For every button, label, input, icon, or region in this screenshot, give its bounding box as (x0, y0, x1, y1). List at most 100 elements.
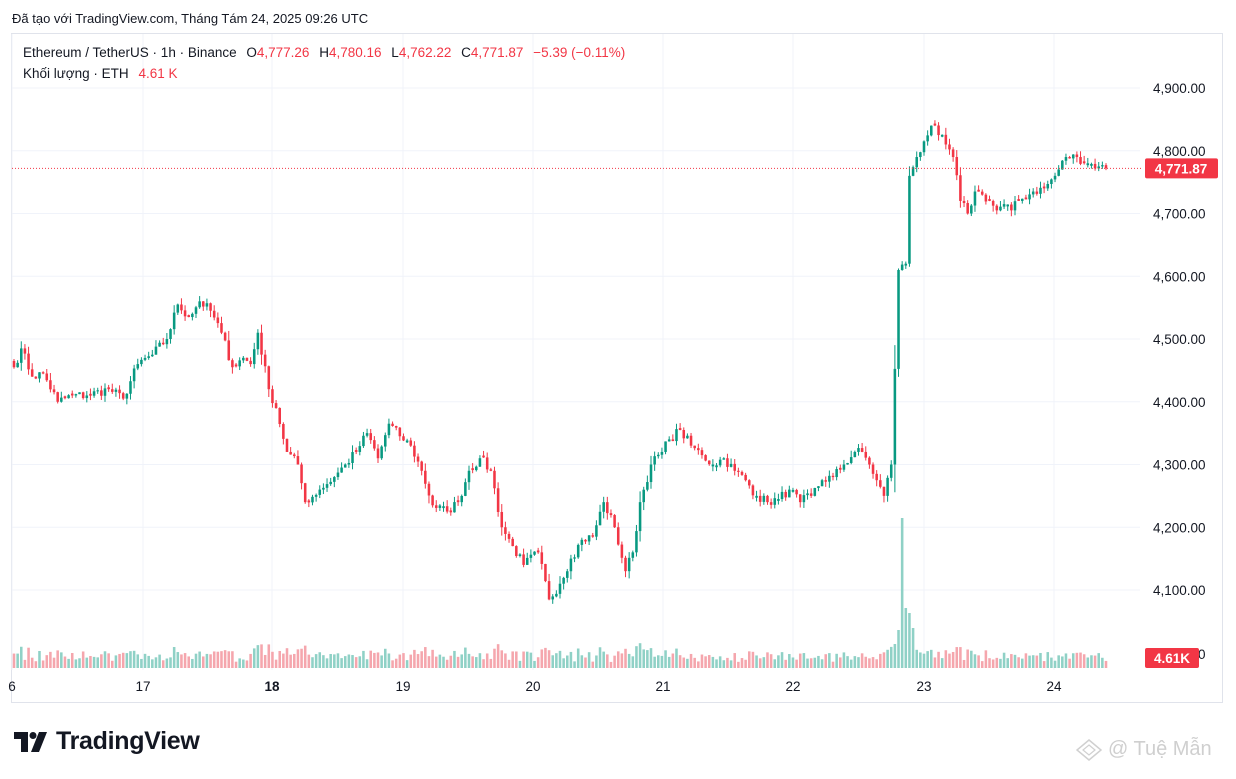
volume-bar (1064, 653, 1068, 668)
volume-bar (697, 661, 700, 668)
candle-body (427, 483, 431, 496)
volume-bar (45, 655, 49, 668)
candle-body (613, 515, 616, 528)
volume-bar (1057, 655, 1060, 668)
candle-body (791, 489, 795, 492)
volume-bar (70, 653, 74, 668)
candle-body (773, 498, 777, 505)
candle-body (766, 495, 769, 503)
volume-bar (456, 656, 460, 668)
volume-bar (260, 644, 263, 668)
volume-bar (1021, 658, 1024, 668)
candle-body (67, 395, 70, 399)
candle-body (198, 301, 201, 308)
volume-bar (795, 659, 798, 668)
candle-body (991, 200, 995, 206)
volume-bar (231, 651, 234, 668)
volume-bar (172, 647, 176, 668)
candle-body (387, 423, 391, 436)
candle-body (336, 472, 340, 478)
volume-bar (158, 654, 161, 668)
volume-bar (995, 657, 999, 668)
candle-body (802, 495, 806, 503)
volume-bar (693, 657, 696, 668)
volume-bar (817, 655, 820, 668)
candle-body (533, 551, 536, 555)
candle-body (1090, 163, 1093, 166)
volume-bar (394, 658, 398, 668)
candle-body (60, 397, 63, 402)
y-tick-label: 4,700.00 (1153, 207, 1206, 222)
candle-body (959, 175, 962, 201)
volume-bar (103, 651, 107, 668)
grid (11, 34, 1140, 670)
volume-bar (591, 661, 595, 668)
candle-body (667, 439, 671, 442)
volume-bar (984, 650, 988, 668)
time-axis: 6 17 18 19 20 21 22 23 24 (8, 679, 1062, 694)
volume-bar (551, 655, 554, 668)
volume-bar (977, 655, 980, 668)
volume-bar (56, 650, 59, 668)
volume-bar (580, 655, 584, 668)
candle-body (889, 464, 893, 478)
volume-bar (660, 655, 664, 668)
candle-body (525, 557, 529, 565)
symbol-label[interactable]: Ethereum / TetherUS · 1h · Binance (23, 45, 237, 60)
candle-body (853, 451, 857, 458)
candle-body (467, 470, 471, 483)
candle-body (602, 502, 605, 512)
volume-bar (1028, 655, 1031, 668)
candle-body (1101, 165, 1104, 167)
candle-body (289, 451, 292, 455)
candle-body (45, 373, 49, 381)
candle-body (92, 391, 96, 396)
volume-bar (584, 657, 587, 668)
volume-bar (209, 654, 212, 668)
volume-bar (176, 652, 180, 668)
chart-frame[interactable] (11, 33, 1223, 703)
candle-body (111, 389, 114, 392)
candle-body (591, 535, 595, 537)
candle-body (223, 332, 227, 341)
volume-bar (515, 651, 518, 668)
candle-body (409, 440, 413, 446)
volume-bar (60, 652, 63, 668)
volume-bar (445, 659, 449, 668)
volume-bar (529, 652, 533, 668)
volume-bar (544, 647, 547, 668)
volume-bar (482, 659, 485, 668)
candle-body (573, 557, 576, 559)
candle-body (416, 456, 420, 462)
volume-label[interactable]: Khối lượng · ETH (23, 66, 129, 81)
volume-bar (740, 658, 744, 668)
volume-bar (682, 657, 686, 668)
candle-body (220, 323, 223, 333)
volume-bar (125, 653, 129, 668)
candle-body (1010, 204, 1013, 211)
volume-bar (107, 653, 110, 668)
candle-body (627, 557, 631, 572)
volume-bar (809, 658, 813, 668)
candle-body (216, 317, 220, 324)
candle-body (576, 544, 580, 558)
volume-bar (322, 655, 325, 668)
candle-body (933, 123, 937, 126)
candle-body (194, 307, 198, 314)
candle-body (242, 357, 245, 361)
tradingview-logo[interactable]: TradingView (14, 727, 200, 756)
volume-bar (627, 653, 631, 668)
volume-bar (52, 657, 56, 668)
volume-bar (686, 658, 689, 668)
candle-body (824, 480, 827, 482)
candle-body (249, 360, 252, 365)
candle-body (307, 500, 311, 503)
volume-bar (354, 657, 358, 668)
volume-bar (1075, 652, 1079, 668)
volume-bar (118, 653, 121, 668)
candle-body (1082, 161, 1086, 164)
volume-bar (449, 655, 453, 668)
candle-body (231, 360, 234, 368)
volume-bar (1071, 653, 1075, 668)
